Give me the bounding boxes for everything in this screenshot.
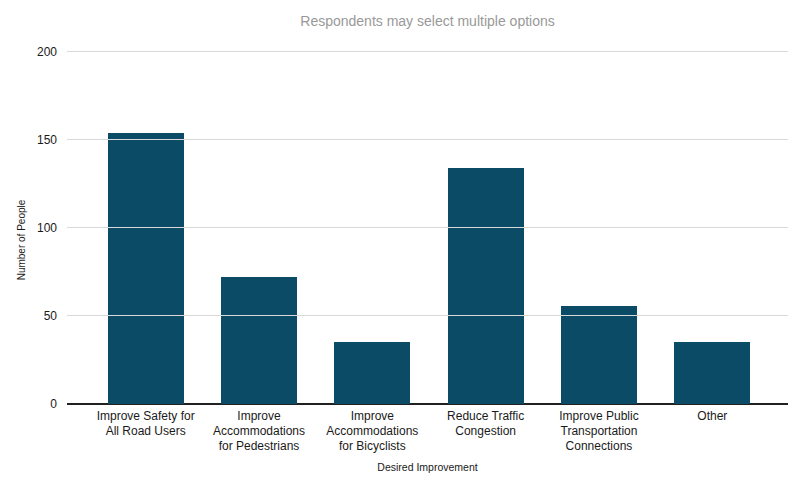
bar[interactable]: [334, 342, 410, 404]
chart-title: Respondents may select multiple options: [67, 13, 788, 29]
gridline: [67, 139, 788, 140]
y-tick-label: 50: [16, 309, 57, 323]
gridline: [67, 227, 788, 228]
bar[interactable]: [561, 306, 637, 404]
y-tick-label: 200: [16, 45, 57, 59]
bar-cell: [316, 43, 429, 404]
y-tick-label: 100: [16, 221, 57, 235]
x-axis-labels: Improve Safety for All Road UsersImprove…: [89, 409, 769, 454]
y-axis-title: Number of People: [16, 200, 27, 281]
x-tick-label: Improve Safety for All Road Users: [89, 409, 202, 454]
x-tick-label: Other: [656, 409, 769, 454]
gridline: [67, 315, 788, 316]
bar-cell: [542, 43, 655, 404]
bar[interactable]: [221, 277, 297, 404]
x-tick-label: Improve Accommodations for Bicyclists: [316, 409, 429, 454]
plot-area: [67, 43, 788, 404]
x-tick-label: Improve Public Transportation Connection…: [542, 409, 655, 454]
bar[interactable]: [448, 168, 524, 404]
bar-cell: [429, 43, 542, 404]
bar-cell: [89, 43, 202, 404]
x-tick-label: Reduce Traffic Congestion: [429, 409, 542, 454]
bar[interactable]: [108, 133, 184, 404]
gridline: [67, 51, 788, 52]
bar-chart: Respondents may select multiple options …: [0, 0, 803, 485]
bar[interactable]: [674, 342, 750, 404]
bar-cell: [202, 43, 315, 404]
bars-row: [89, 43, 769, 404]
x-axis-title: Desired Improvement: [67, 461, 788, 473]
y-tick-label: 0: [16, 397, 57, 411]
x-tick-label: Improve Accommodations for Pedestrians: [202, 409, 315, 454]
y-tick-label: 150: [16, 133, 57, 147]
bar-cell: [656, 43, 769, 404]
